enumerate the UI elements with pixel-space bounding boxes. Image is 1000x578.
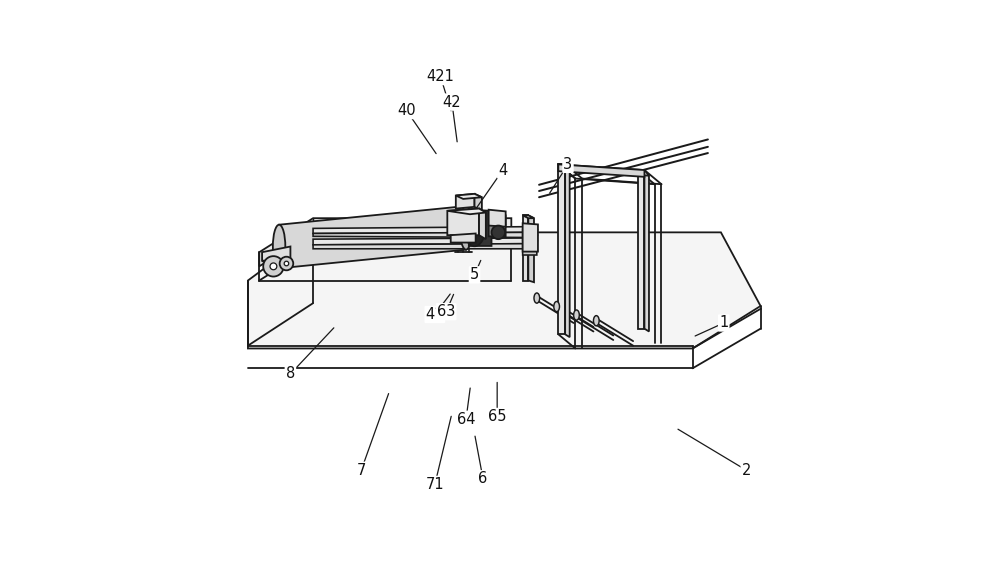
Text: 65: 65 [488, 409, 506, 424]
Polygon shape [279, 206, 466, 268]
Polygon shape [313, 244, 525, 249]
Text: 4: 4 [498, 162, 507, 177]
Polygon shape [475, 194, 482, 211]
Text: 42: 42 [443, 95, 461, 110]
Polygon shape [644, 170, 649, 331]
Polygon shape [558, 164, 649, 176]
Polygon shape [262, 252, 265, 261]
Polygon shape [447, 209, 486, 214]
Circle shape [492, 225, 505, 239]
Polygon shape [523, 216, 528, 280]
Ellipse shape [273, 225, 285, 268]
Text: 40: 40 [397, 103, 416, 118]
Polygon shape [523, 244, 537, 255]
Polygon shape [447, 209, 479, 235]
Polygon shape [262, 246, 290, 261]
Polygon shape [259, 218, 511, 266]
Circle shape [270, 263, 277, 270]
Text: 71: 71 [426, 477, 444, 492]
Ellipse shape [460, 206, 472, 250]
Polygon shape [528, 216, 534, 282]
Text: 1: 1 [719, 316, 728, 331]
Circle shape [280, 257, 293, 271]
Polygon shape [523, 229, 537, 241]
Ellipse shape [464, 209, 485, 246]
Ellipse shape [593, 316, 599, 326]
Polygon shape [313, 232, 525, 238]
Polygon shape [489, 210, 506, 227]
Ellipse shape [534, 293, 540, 303]
Polygon shape [489, 214, 506, 236]
Polygon shape [248, 232, 761, 349]
Text: 41: 41 [426, 307, 444, 322]
Polygon shape [469, 210, 492, 246]
Text: 8: 8 [286, 366, 295, 381]
Polygon shape [523, 216, 534, 218]
Polygon shape [479, 209, 486, 239]
Polygon shape [565, 164, 570, 337]
Text: 421: 421 [427, 69, 454, 84]
Text: 63: 63 [437, 304, 455, 319]
Text: 7: 7 [357, 463, 366, 478]
Text: 5: 5 [470, 268, 479, 282]
Ellipse shape [554, 302, 559, 312]
Text: 3: 3 [563, 157, 573, 172]
Polygon shape [456, 194, 475, 209]
Polygon shape [313, 227, 525, 234]
Polygon shape [456, 194, 482, 199]
Text: 64: 64 [457, 412, 475, 427]
Circle shape [284, 261, 289, 266]
Polygon shape [558, 164, 565, 334]
Text: 6: 6 [478, 471, 488, 486]
Ellipse shape [574, 310, 579, 320]
Polygon shape [313, 238, 525, 245]
Polygon shape [638, 170, 644, 329]
Polygon shape [558, 164, 644, 177]
Circle shape [263, 256, 284, 276]
Polygon shape [523, 223, 538, 251]
Polygon shape [451, 234, 476, 243]
Text: 2: 2 [742, 463, 751, 478]
